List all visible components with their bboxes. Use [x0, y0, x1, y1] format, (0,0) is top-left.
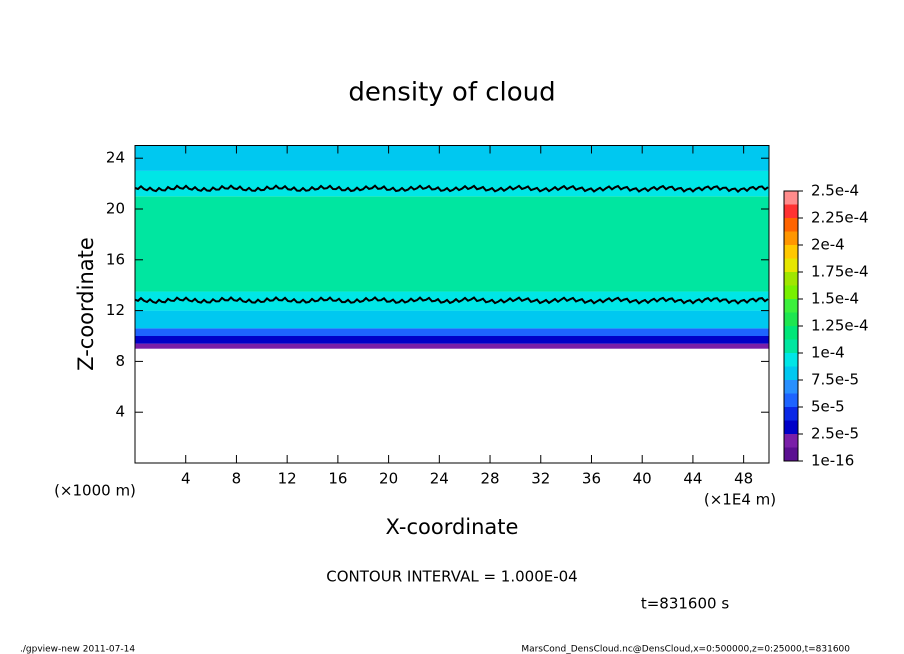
x-tick-label: 32 [531, 470, 550, 488]
colorbar-label: 7.5e-5 [811, 371, 859, 389]
colorbar-box [784, 380, 798, 394]
colorbar-box [784, 366, 798, 380]
colorbar-box [784, 407, 798, 421]
chart-title: density of cloud [348, 78, 555, 108]
colorbar-box [784, 339, 798, 353]
colorbar-box [784, 393, 798, 407]
colorbar-label: 1.75e-4 [811, 263, 869, 281]
colorbar-label: 2.25e-4 [811, 209, 869, 227]
plot-frame [134, 145, 770, 464]
y-tick-label: 12 [106, 301, 125, 319]
x-tick-label: 8 [232, 470, 242, 488]
y-unit: (×1000 m) [54, 482, 136, 500]
x-tick-label: 48 [734, 470, 753, 488]
contour-line [134, 296, 769, 305]
colorbar-label: 2.5e-5 [811, 425, 859, 443]
contour-line [134, 184, 769, 193]
x-tick-label: 44 [683, 470, 702, 488]
colorbar-label: 1e-4 [811, 344, 845, 362]
x-tick-label: 36 [582, 470, 601, 488]
x-unit: (×1E4 m) [704, 491, 776, 509]
colorbar-box [784, 447, 798, 461]
colorbar-label: 1.25e-4 [811, 317, 869, 335]
y-tick-label: 16 [106, 250, 125, 268]
colorbar-box [784, 285, 798, 299]
colorbar-box [784, 191, 798, 205]
field-band [135, 336, 769, 344]
colorbar-label: 5e-5 [811, 398, 845, 416]
x-tick-label: 4 [181, 470, 191, 488]
y-tick-label: 20 [106, 200, 125, 218]
field-band [135, 196, 769, 292]
colorbar-box [784, 312, 798, 326]
footer-right: MarsCond_DensCloud.nc@DensCloud,x=0:5000… [521, 645, 850, 654]
colorbar-box [784, 299, 798, 313]
colorbar-box [784, 231, 798, 245]
colorbar-box [784, 272, 798, 286]
x-tick-label: 16 [328, 470, 347, 488]
x-tick-label: 20 [379, 470, 398, 488]
colorbar-box [784, 245, 798, 259]
footer-left: ./gpview-new 2011-07-14 [20, 645, 135, 654]
colorbar-box [784, 353, 798, 367]
x-tick-label: 12 [278, 470, 297, 488]
colorbar-box [784, 204, 798, 218]
colorbar-label: 2e-4 [811, 236, 845, 254]
field-band [135, 145, 769, 171]
x-axis-label: X-coordinate [386, 515, 519, 539]
y-axis-label: Z-coordinate [74, 237, 98, 371]
field-band [135, 343, 769, 349]
colorbar-box [784, 258, 798, 272]
contour-interval: CONTOUR INTERVAL = 1.000E-04 [326, 568, 577, 586]
y-tick-label: 24 [106, 149, 125, 167]
y-tick-label: 4 [115, 403, 125, 421]
colorbar-label: 1.5e-4 [811, 290, 859, 308]
colorbar-label: 1e-16 [811, 452, 854, 470]
field-band [135, 310, 769, 329]
x-tick-label: 28 [480, 470, 499, 488]
x-tick-label: 24 [430, 470, 449, 488]
colorbar-box [784, 420, 798, 434]
y-tick-label: 8 [115, 352, 125, 370]
field-band [135, 170, 769, 197]
colorbar-box [784, 434, 798, 448]
colorbar-label: 2.5e-4 [811, 182, 859, 200]
colorbar-box [784, 218, 798, 232]
time-label: t=831600 s [641, 595, 729, 613]
field-band [135, 328, 769, 336]
colorbar-box [784, 326, 798, 340]
x-tick-label: 40 [633, 470, 652, 488]
